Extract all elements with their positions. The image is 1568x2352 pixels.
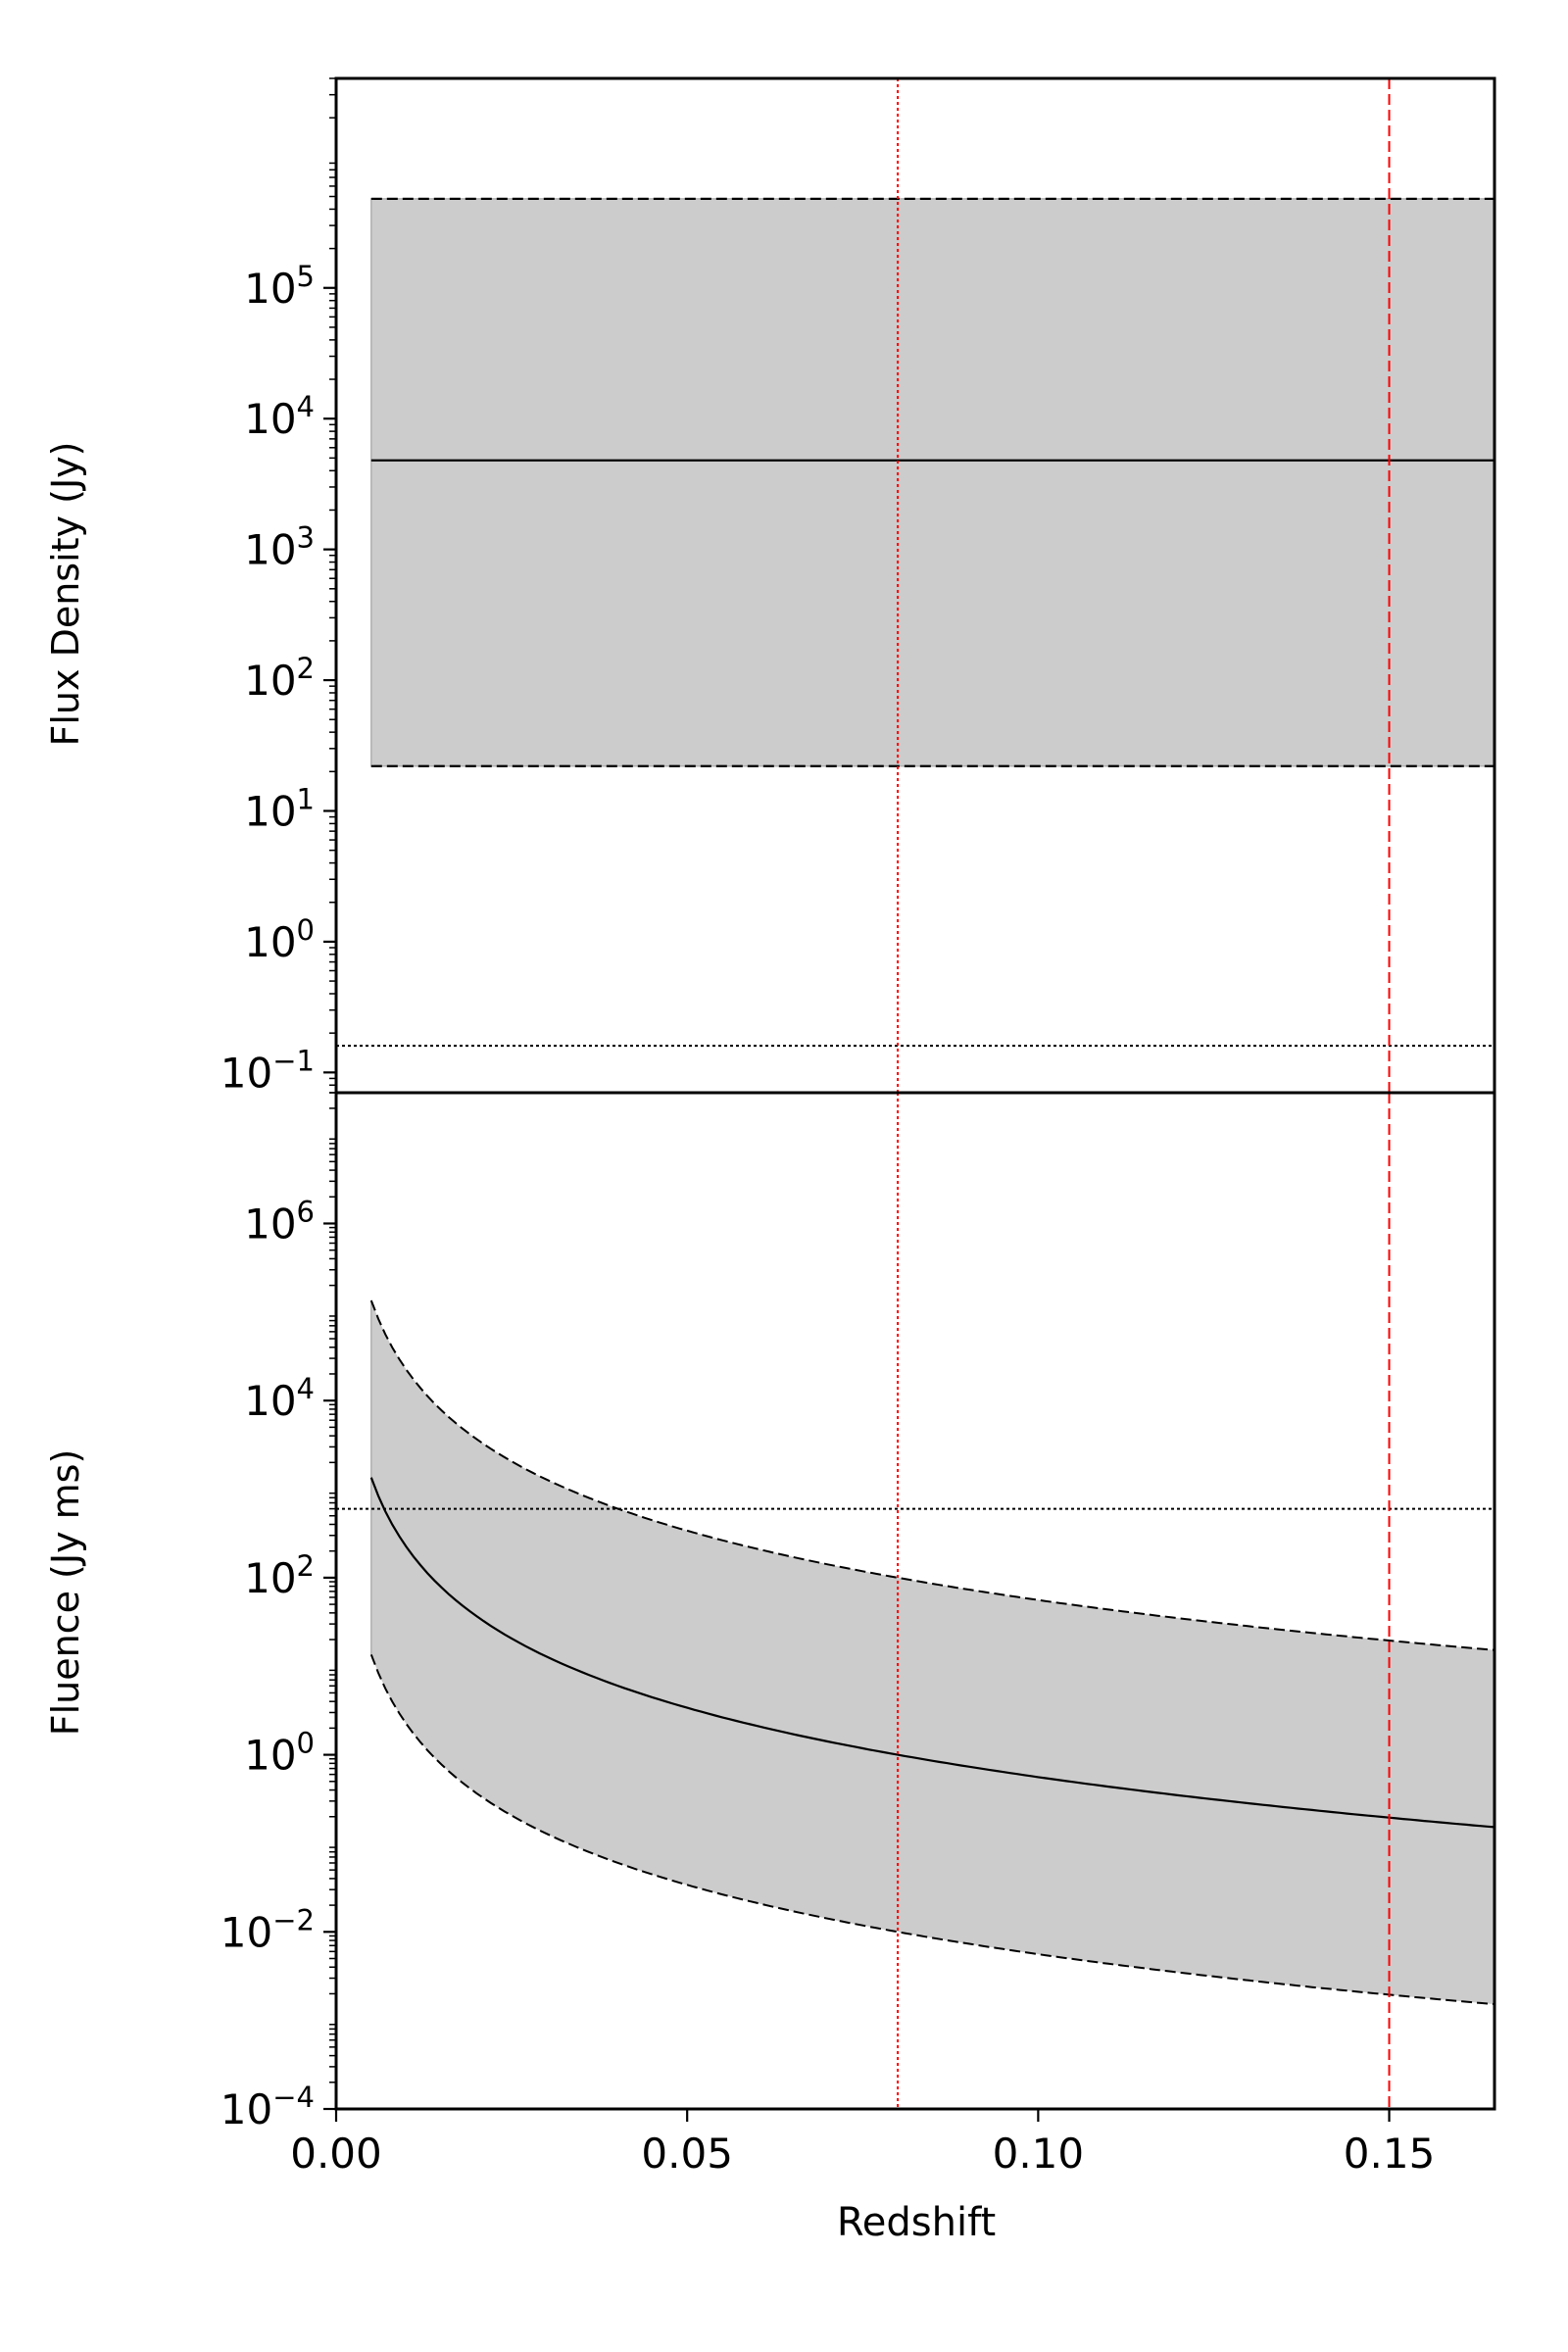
- redshift-tick-label: 0.00: [290, 2130, 382, 2178]
- flux-density-plot-area: [334, 76, 1496, 1095]
- redshift-tick-label: 0.10: [993, 2130, 1085, 2178]
- redshift-tick-label: 0.15: [1344, 2130, 1436, 2178]
- fluence-upper-bound-curve: [369, 1299, 1495, 1651]
- fluence-lower-bound-curve: [369, 1654, 1495, 2006]
- flux-density-y-tick-label: 102: [244, 652, 315, 705]
- fluence-y-ticks: 106 104 102 100 10−2 10−4: [220, 1092, 336, 2133]
- flux-density-y-tick-label: 103: [244, 521, 315, 574]
- fluence-y-tick-label: 10−2: [220, 1903, 315, 1956]
- fluence-y-tick-label: 10−4: [220, 2081, 315, 2133]
- flux-density-y-tick-label: 10−1: [220, 1044, 315, 1097]
- fluence-y-tick-label: 102: [244, 1549, 315, 1602]
- redshift-x-axis-label: Redshift: [837, 2200, 996, 2245]
- fluence-axes-frame: [334, 1091, 1496, 2111]
- flux-density-y-tick-label: 104: [244, 390, 315, 443]
- redshift-tick-label: 0.05: [641, 2130, 733, 2178]
- flux-density-y-ticks: 105 104 103 102 101 100 10−1: [220, 77, 336, 1097]
- fluence-plot-area: [334, 1091, 1496, 2111]
- fluence-panel: 106 104 102 100 10−2 10−4 0.00 0.05 0.10 0.15 Fl…: [44, 1091, 1496, 2245]
- flux-density-y-axis-label: Flux Density (Jy): [44, 442, 87, 747]
- fluence-y-tick-label: 100: [244, 1727, 315, 1780]
- flux-density-y-tick-label: 105: [244, 260, 315, 313]
- flux-density-y-tick-label: 101: [244, 782, 315, 835]
- fluence-uncertainty-band: [370, 1300, 1495, 2005]
- fluence-central-curve: [369, 1477, 1495, 1829]
- flux-density-uncertainty-band: [370, 198, 1495, 767]
- fluence-y-tick-label: 106: [244, 1195, 315, 1248]
- fluence-y-tick-label: 104: [244, 1372, 315, 1425]
- flux-density-y-tick-label: 100: [244, 913, 315, 966]
- flux-density-panel: 105 104 103 102 101 100 10−1 Flux Density (Jy): [44, 76, 1496, 1097]
- redshift-x-ticks: 0.00 0.05 0.10 0.15: [290, 2109, 1435, 2178]
- fluence-y-axis-label: Fluence (Jy ms): [44, 1449, 87, 1737]
